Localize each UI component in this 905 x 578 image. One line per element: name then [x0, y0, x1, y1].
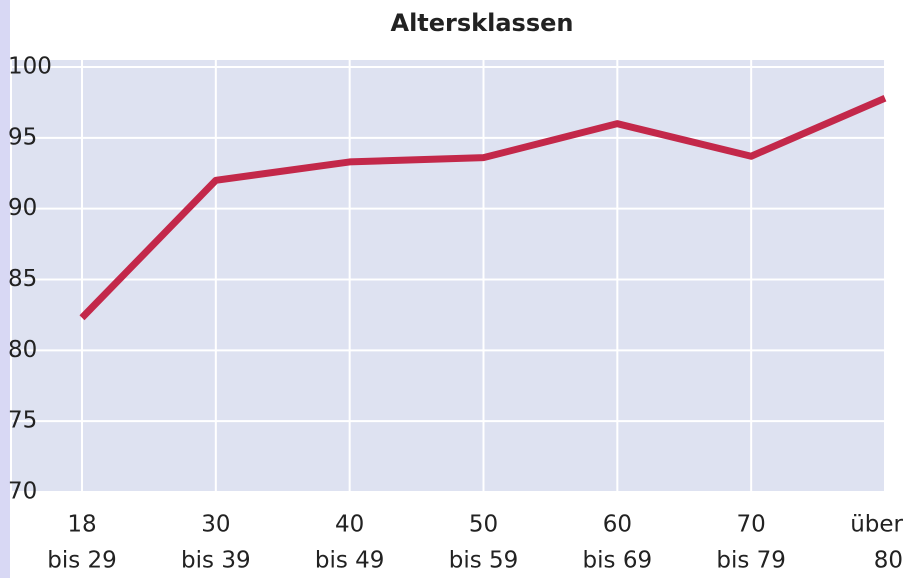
chart-title: Altersklassen: [391, 9, 574, 37]
x-tick-label: bis 49: [315, 548, 385, 574]
y-tick-label: 95: [8, 124, 37, 150]
x-tick-label: über: [850, 512, 903, 538]
x-tick-label: bis 69: [583, 548, 653, 574]
data-line: [79, 94, 887, 321]
x-tick-label: bis 29: [47, 548, 117, 574]
y-tick-label: 85: [8, 266, 37, 292]
x-tick-label: 40: [335, 512, 364, 538]
x-tick-label: 18: [67, 512, 96, 538]
y-tick-label: 80: [8, 337, 37, 363]
x-tick-label: 60: [603, 512, 632, 538]
side-strip: [0, 0, 10, 578]
x-tick-label: 80: [874, 548, 903, 574]
x-tick-label: 50: [469, 512, 498, 538]
x-tick-label: 70: [737, 512, 766, 538]
y-tick-label: 90: [8, 195, 37, 221]
y-tick-label: 70: [8, 479, 37, 505]
x-tick-label: bis 79: [716, 548, 786, 574]
plot-background: [12, 60, 885, 492]
y-tick-label: 100: [8, 54, 52, 80]
y-tick-label: 75: [8, 408, 37, 434]
x-tick-label: 30: [201, 512, 230, 538]
x-tick-label: bis 39: [181, 548, 251, 574]
x-tick-label: bis 59: [449, 548, 519, 574]
